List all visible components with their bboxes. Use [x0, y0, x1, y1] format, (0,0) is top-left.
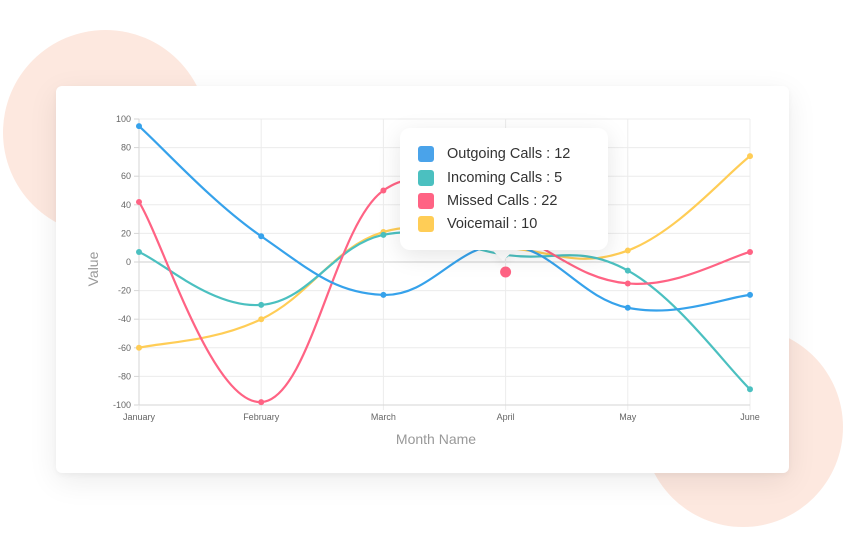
y-tick-label: 80 [121, 143, 131, 153]
chart-tooltip: Outgoing Calls : 12 Incoming Calls : 5 M… [400, 128, 608, 250]
y-tick-label: 0 [126, 257, 131, 267]
highlighted-data-point [500, 266, 512, 278]
data-point [258, 316, 265, 323]
y-tick-label: -60 [118, 343, 131, 353]
tooltip-swatch [418, 146, 434, 162]
data-point [258, 399, 265, 406]
series-incoming-calls [136, 231, 753, 393]
data-point [624, 304, 631, 311]
tooltip-swatch [418, 216, 434, 232]
tooltip-label: Voicemail : 10 [447, 216, 538, 232]
y-axis-title: Value [85, 251, 101, 286]
x-tick-label: January [123, 412, 156, 422]
tooltip-label: Outgoing Calls : 12 [447, 146, 571, 162]
x-tick-label: May [619, 412, 637, 422]
tooltip-label: Missed Calls : 22 [447, 193, 558, 209]
data-point [747, 291, 753, 298]
x-tick-label: June [740, 412, 760, 422]
data-point [747, 248, 753, 255]
data-point [258, 233, 265, 240]
data-point [624, 280, 631, 287]
y-axis-ticks: 100 80 60 40 20 0 -20 -40 -60 -80 -100 [113, 114, 131, 410]
data-point [380, 231, 387, 238]
data-point [380, 291, 387, 298]
tooltip-row-incoming: Incoming Calls : 5 [418, 169, 562, 187]
x-axis-title: Month Name [396, 431, 476, 447]
x-tick-label: April [497, 412, 515, 422]
data-point [136, 123, 142, 130]
tooltip-row-outgoing: Outgoing Calls : 12 [418, 145, 570, 163]
data-point [747, 153, 753, 160]
x-tick-label: February [243, 412, 280, 422]
x-tick-label: March [371, 412, 396, 422]
data-point [136, 198, 142, 205]
x-axis-ticks: January February March April May June [123, 412, 760, 422]
tooltip-swatch [418, 170, 434, 186]
series-line-outgoing-calls [138, 125, 751, 312]
y-tick-label: -40 [118, 314, 131, 324]
tooltip-swatch [418, 193, 434, 209]
data-point [136, 248, 142, 255]
data-point [624, 247, 631, 254]
tooltip-label: Incoming Calls : 5 [447, 170, 563, 186]
data-point [747, 386, 753, 393]
data-point [136, 344, 142, 351]
data-point [380, 187, 387, 194]
y-tick-label: -80 [118, 371, 131, 381]
data-point [258, 301, 265, 308]
y-tick-label: -20 [118, 286, 131, 296]
y-tick-label: 60 [121, 171, 131, 181]
y-tick-label: -100 [113, 400, 131, 410]
tooltip-row-voicemail: Voicemail : 10 [418, 215, 537, 233]
y-tick-label: 20 [121, 228, 131, 238]
y-tick-label: 100 [116, 114, 131, 124]
tooltip-row-missed: Missed Calls : 22 [418, 192, 557, 210]
y-tick-label: 40 [121, 200, 131, 210]
data-point [624, 267, 631, 274]
